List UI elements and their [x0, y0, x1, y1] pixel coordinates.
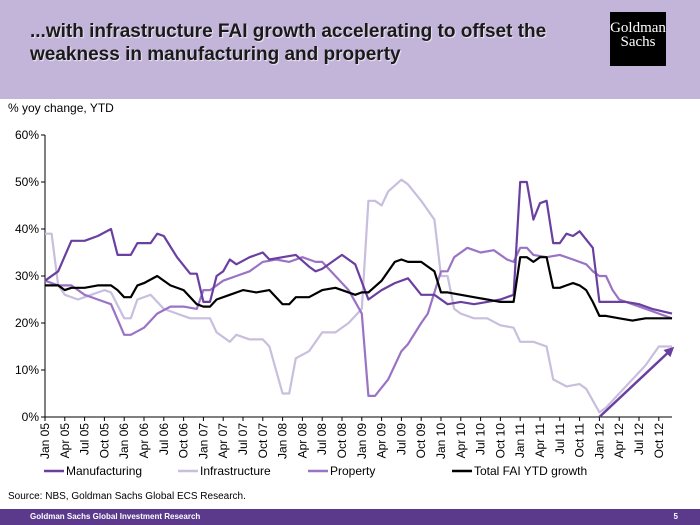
source-note: Source: NBS, Goldman Sachs Global ECS Re…	[8, 491, 246, 502]
y-tick-label: 60%	[15, 128, 39, 142]
logo-line-1: Goldman	[610, 20, 666, 36]
x-tick-label: Apr 05	[58, 423, 72, 459]
x-tick-label: Jul 07	[236, 423, 250, 455]
x-tick-label: Oct 12	[652, 423, 666, 459]
y-tick-label: 50%	[15, 175, 39, 189]
x-tick-label: Oct 07	[256, 423, 270, 459]
x-tick-label: Oct 09	[414, 423, 428, 459]
y-tick-label: 0%	[22, 410, 40, 424]
x-tick-label: Oct 08	[335, 423, 349, 459]
legend-label: Property	[330, 464, 375, 478]
x-tick-label: Jan 07	[196, 423, 210, 459]
page-number: 5	[673, 512, 678, 521]
footer-text: Goldman Sachs Global Investment Research	[30, 512, 201, 521]
x-tick-label: Oct 06	[177, 423, 191, 459]
y-axis-unit-label: % yoy change, YTD	[8, 101, 114, 115]
x-tick-label: Apr 09	[375, 423, 389, 459]
logo-line-2: Sachs	[620, 34, 656, 50]
x-tick-label: Jan 05	[38, 423, 52, 459]
series-line-infrastructure	[45, 178, 672, 414]
x-tick-label: Jan 08	[276, 423, 290, 459]
series-line-manufacturing	[44, 180, 673, 315]
goldman-sachs-logo: Goldman Sachs	[610, 12, 666, 66]
x-tick-label: Jan 12	[592, 423, 606, 459]
x-tick-label: Apr 12	[612, 423, 626, 459]
x-tick-label: Jul 08	[315, 423, 329, 455]
trend-arrow	[598, 346, 675, 418]
x-tick-label: Apr 06	[137, 423, 151, 459]
x-tick-label: Jan 06	[117, 423, 131, 459]
y-tick-label: 20%	[15, 316, 39, 330]
line-chart: 0% 10% 20% 30% 40% 50% 60% Jan 05 Apr 05 Jul 05 Oc…	[15, 128, 675, 478]
y-tick-label: 40%	[15, 222, 39, 236]
footer-bar: Goldman Sachs Global Investment Research…	[0, 509, 700, 525]
x-tick-label: Jan 10	[434, 423, 448, 459]
x-tick-label: Jan 11	[513, 423, 527, 458]
legend-label: Manufacturing	[66, 464, 142, 478]
header-band: ...with infrastructure FAI growth accele…	[0, 0, 700, 99]
y-tick-label: 30%	[15, 269, 39, 283]
x-tick-label: Jan 09	[355, 423, 369, 459]
x-tick-label: Oct 05	[97, 423, 111, 459]
slide-title: ...with infrastructure FAI growth accele…	[30, 21, 547, 65]
x-tick-label: Jul 06	[157, 423, 171, 455]
x-tick-label: Jul 05	[78, 423, 92, 455]
x-tick-label: Jul 12	[632, 423, 646, 455]
x-tick-label: Jul 10	[474, 423, 488, 455]
x-tick-label: Jul 09	[394, 423, 408, 455]
x-tick-label: Apr 10	[454, 423, 468, 459]
series-line-property	[44, 246, 673, 397]
x-tick-label: Jul 11	[553, 423, 567, 454]
x-tick-label: Apr 07	[216, 423, 230, 459]
x-tick-label: Apr 08	[295, 423, 309, 459]
x-tick-label: Apr 11	[533, 423, 547, 458]
series-line-total-fai-ytd-growth	[45, 256, 672, 322]
legend-label: Infrastructure	[200, 464, 271, 478]
legend-label: Total FAI YTD growth	[474, 464, 587, 478]
x-tick-label: Oct 11	[573, 423, 587, 458]
x-tick-label: Oct 10	[493, 423, 507, 459]
y-tick-label: 10%	[15, 363, 39, 377]
